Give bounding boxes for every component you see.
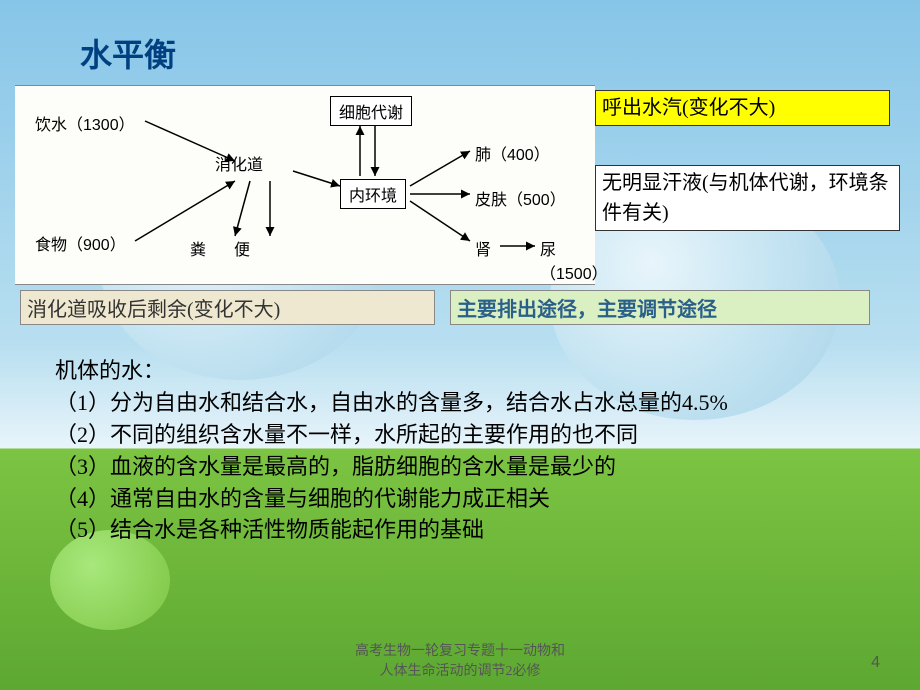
body-p3: （3）血液的含水量是最高的，脂肪细胞的含水量是最少的 (55, 451, 885, 483)
annot-exhale: 呼出水汽(变化不大) (595, 90, 890, 126)
label-food: 食物（900） (35, 231, 126, 255)
footer-line2: 人体生命活动的调节2必修 (380, 664, 541, 679)
footer: 高考生物一轮复习专题十一动物和 人体生命活动的调节2必修 (0, 640, 920, 680)
label-digestive-tract: 消化道 (215, 151, 263, 175)
body-p1: （1）分为自由水和结合水，自由水的含量多，结合水占水总量的4.5% (55, 387, 885, 419)
label-kidney: 肾 (475, 236, 491, 260)
label-feces: 粪 便 (190, 236, 256, 260)
body-p5: （5）结合水是各种活性物质能起作用的基础 (55, 514, 885, 546)
page-number: 4 (871, 654, 880, 672)
water-balance-diagram: 饮水（1300） 食物（900） 消化道 粪 便 细胞代谢 内环境 肺（400）… (15, 85, 595, 285)
footer-line1: 高考生物一轮复习专题十一动物和 (355, 644, 565, 659)
box-cell-metabolism: 细胞代谢 (330, 96, 412, 126)
annot-digest-remain: 消化道吸收后剩余(变化不大) (20, 290, 435, 325)
body-heading: 机体的水： (55, 355, 885, 387)
label-lung: 肺（400） (475, 141, 550, 165)
body-p2: （2）不同的组织含水量不一样，水所起的主要作用的也不同 (55, 419, 885, 451)
slide-title: 水平衡 (80, 30, 176, 76)
annot-main-route: 主要排出途径，主要调节途径 (450, 290, 870, 325)
label-urine: 尿（1500） (540, 236, 608, 284)
label-drink-water: 饮水（1300） (35, 111, 135, 135)
body-text: 机体的水： （1）分为自由水和结合水，自由水的含量多，结合水占水总量的4.5% … (55, 355, 885, 546)
label-skin: 皮肤（500） (475, 186, 566, 210)
body-p4: （4）通常自由水的含量与细胞的代谢能力成正相关 (55, 483, 885, 515)
box-internal-env: 内环境 (340, 179, 406, 209)
annot-sweat: 无明显汗液(与机体代谢，环境条件有关) (595, 165, 900, 231)
